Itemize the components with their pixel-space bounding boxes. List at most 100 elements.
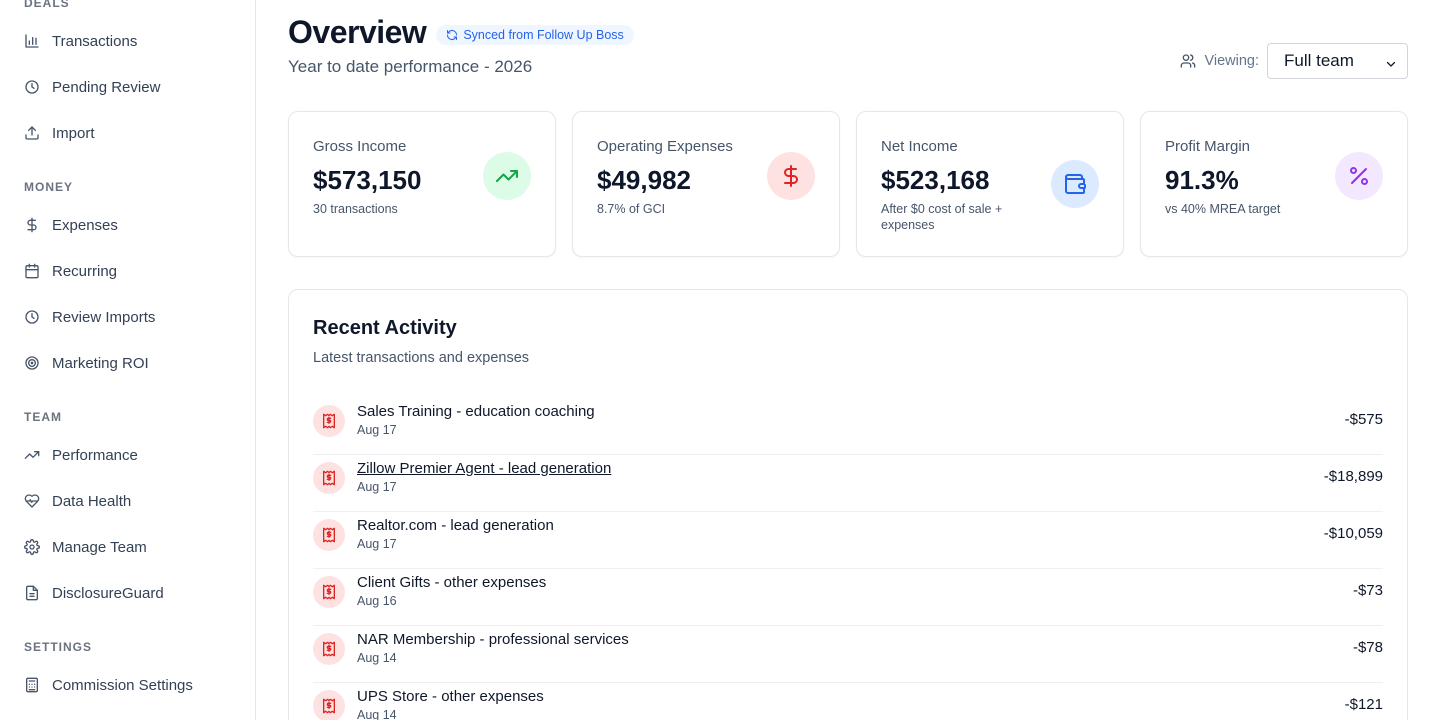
sidebar-item-label: Import <box>52 124 95 142</box>
section-label-settings: SETTINGS <box>24 640 93 654</box>
trending-up-icon <box>483 152 531 200</box>
stat-subtext: 8.7% of GCI <box>597 202 666 216</box>
activity-date: Aug 14 <box>357 651 397 665</box>
activity-row[interactable]: Sales Training - education coaching Aug … <box>313 398 1383 455</box>
stat-value: $573,150 <box>313 165 422 195</box>
activity-row[interactable]: UPS Store - other expenses Aug 14 -$121 <box>313 683 1383 720</box>
activity-date: Aug 17 <box>357 537 397 551</box>
viewing-label: Viewing: <box>1180 53 1259 69</box>
recent-activity-subtitle: Latest transactions and expenses <box>313 350 530 366</box>
target-icon <box>25 356 39 370</box>
team-select-value: Full team <box>1284 51 1354 70</box>
refresh-icon <box>447 29 458 40</box>
sidebar-item-review-imports[interactable]: Review Imports <box>24 305 155 329</box>
sidebar-item-label: DisclosureGuard <box>52 584 164 602</box>
sidebar-item-label: Recurring <box>52 262 118 280</box>
sidebar-item-import[interactable]: Import <box>24 121 95 145</box>
sidebar-item-disclosureguard[interactable]: DisclosureGuard <box>24 581 164 605</box>
file-icon <box>26 585 38 601</box>
team-select[interactable]: Full team <box>1267 43 1408 79</box>
sidebar-item-recurring[interactable]: Recurring <box>24 259 117 283</box>
sidebar-item-manage-team[interactable]: Manage Team <box>24 535 147 559</box>
activity-amount: -$575 <box>1344 411 1383 428</box>
sidebar-item-label: Transactions <box>52 32 138 50</box>
dollar-icon <box>767 152 815 200</box>
calendar-icon <box>25 263 39 279</box>
sidebar-item-transactions[interactable]: Transactions <box>24 29 137 53</box>
receipt-icon <box>313 633 345 665</box>
viewing-label-text: Viewing: <box>1204 53 1259 69</box>
sidebar-item-label: Expenses <box>52 216 118 234</box>
activity-date: Aug 17 <box>357 423 397 437</box>
chevron-down-icon <box>1385 55 1397 67</box>
stat-label: Gross Income <box>313 138 407 155</box>
receipt-icon <box>313 519 345 551</box>
activity-name: UPS Store - other expenses <box>357 688 544 705</box>
stat-subtext: vs 40% MREA target <box>1165 202 1281 216</box>
sidebar-item-label: Manage Team <box>52 538 147 556</box>
sidebar-item-data-health[interactable]: Data Health <box>24 489 131 513</box>
stat-subtext: After $0 cost of sale + expenses <box>881 202 1003 232</box>
sidebar-item-label: Pending Review <box>52 78 161 96</box>
page-title: Overview <box>288 14 427 50</box>
upload-icon <box>25 126 39 140</box>
activity-row[interactable]: Realtor.com - lead generation Aug 17 -$1… <box>313 512 1383 569</box>
stat-subtext: 30 transactions <box>313 202 398 216</box>
bar-chart-icon <box>25 34 39 48</box>
activity-row[interactable]: NAR Membership - professional services A… <box>313 626 1383 683</box>
sidebar-item-commission-settings[interactable]: Commission Settings <box>24 673 193 697</box>
activity-name: Client Gifts - other expenses <box>357 574 547 591</box>
receipt-icon <box>313 405 345 437</box>
stat-value: $49,982 <box>597 165 691 195</box>
users-icon <box>1181 54 1196 68</box>
section-label-team: TEAM <box>24 410 62 424</box>
sidebar-item-label: Review Imports <box>52 308 156 326</box>
stat-card-operating-expenses: Operating Expenses $49,982 8.7% of GCI <box>572 111 840 257</box>
stat-value: 91.3% <box>1165 165 1239 195</box>
sidebar-item-performance[interactable]: Performance <box>24 443 138 467</box>
stat-label: Operating Expenses <box>597 138 733 155</box>
sidebar-item-expenses[interactable]: Expenses <box>24 213 118 237</box>
sync-status-badge: Synced from Follow Up Boss <box>436 24 634 45</box>
sync-badge-label: Synced from Follow Up Boss <box>463 27 624 42</box>
sidebar-item-label: Commission Settings <box>52 676 193 694</box>
gear-icon <box>24 539 40 555</box>
recent-activity-panel: Recent Activity Latest transactions and … <box>288 289 1408 720</box>
page-subtitle: Year to date performance - 2026 <box>288 57 533 76</box>
viewing-filter: Viewing: Full team <box>1180 43 1408 79</box>
activity-name[interactable]: Zillow Premier Agent - lead generation <box>357 460 612 477</box>
wallet-icon <box>1051 160 1099 208</box>
activity-row[interactable]: Zillow Premier Agent - lead generation A… <box>313 455 1383 512</box>
stat-label: Profit Margin <box>1165 138 1251 155</box>
activity-name: Sales Training - education coaching <box>357 403 595 420</box>
activity-amount: -$10,059 <box>1323 525 1383 542</box>
sidebar: DEALS Transactions Pending Review Import… <box>0 0 256 720</box>
percent-icon <box>1335 152 1383 200</box>
activity-date: Aug 14 <box>357 708 397 720</box>
sidebar-item-marketing-roi[interactable]: Marketing ROI <box>24 351 149 375</box>
calculator-icon <box>26 677 38 693</box>
sidebar-item-label: Marketing ROI <box>52 354 149 372</box>
sidebar-item-label: Performance <box>52 446 138 464</box>
title-row: Overview Synced from Follow Up Boss <box>288 14 634 51</box>
activity-name: Realtor.com - lead generation <box>357 517 554 534</box>
clock-icon <box>25 310 39 324</box>
receipt-icon <box>313 462 345 494</box>
trending-up-icon <box>24 451 40 459</box>
stat-card-net-income: Net Income $523,168 After $0 cost of sal… <box>856 111 1124 257</box>
main-content: Overview Synced from Follow Up Boss Year… <box>256 0 1440 720</box>
section-label-money: MONEY <box>24 180 74 194</box>
clock-icon <box>25 80 39 94</box>
dollar-icon <box>27 217 37 233</box>
activity-amount: -$121 <box>1344 696 1383 713</box>
recent-activity-title: Recent Activity <box>313 317 457 339</box>
stat-label: Net Income <box>881 138 958 155</box>
activity-amount: -$18,899 <box>1323 468 1383 485</box>
heart-pulse-icon <box>24 494 40 508</box>
activity-row[interactable]: Client Gifts - other expenses Aug 16 -$7… <box>313 569 1383 626</box>
activity-amount: -$73 <box>1352 582 1383 599</box>
section-label-deals: DEALS <box>24 0 70 10</box>
stat-value: $523,168 <box>881 165 990 195</box>
activity-amount: -$78 <box>1352 639 1383 656</box>
sidebar-item-pending-review[interactable]: Pending Review <box>24 75 160 99</box>
